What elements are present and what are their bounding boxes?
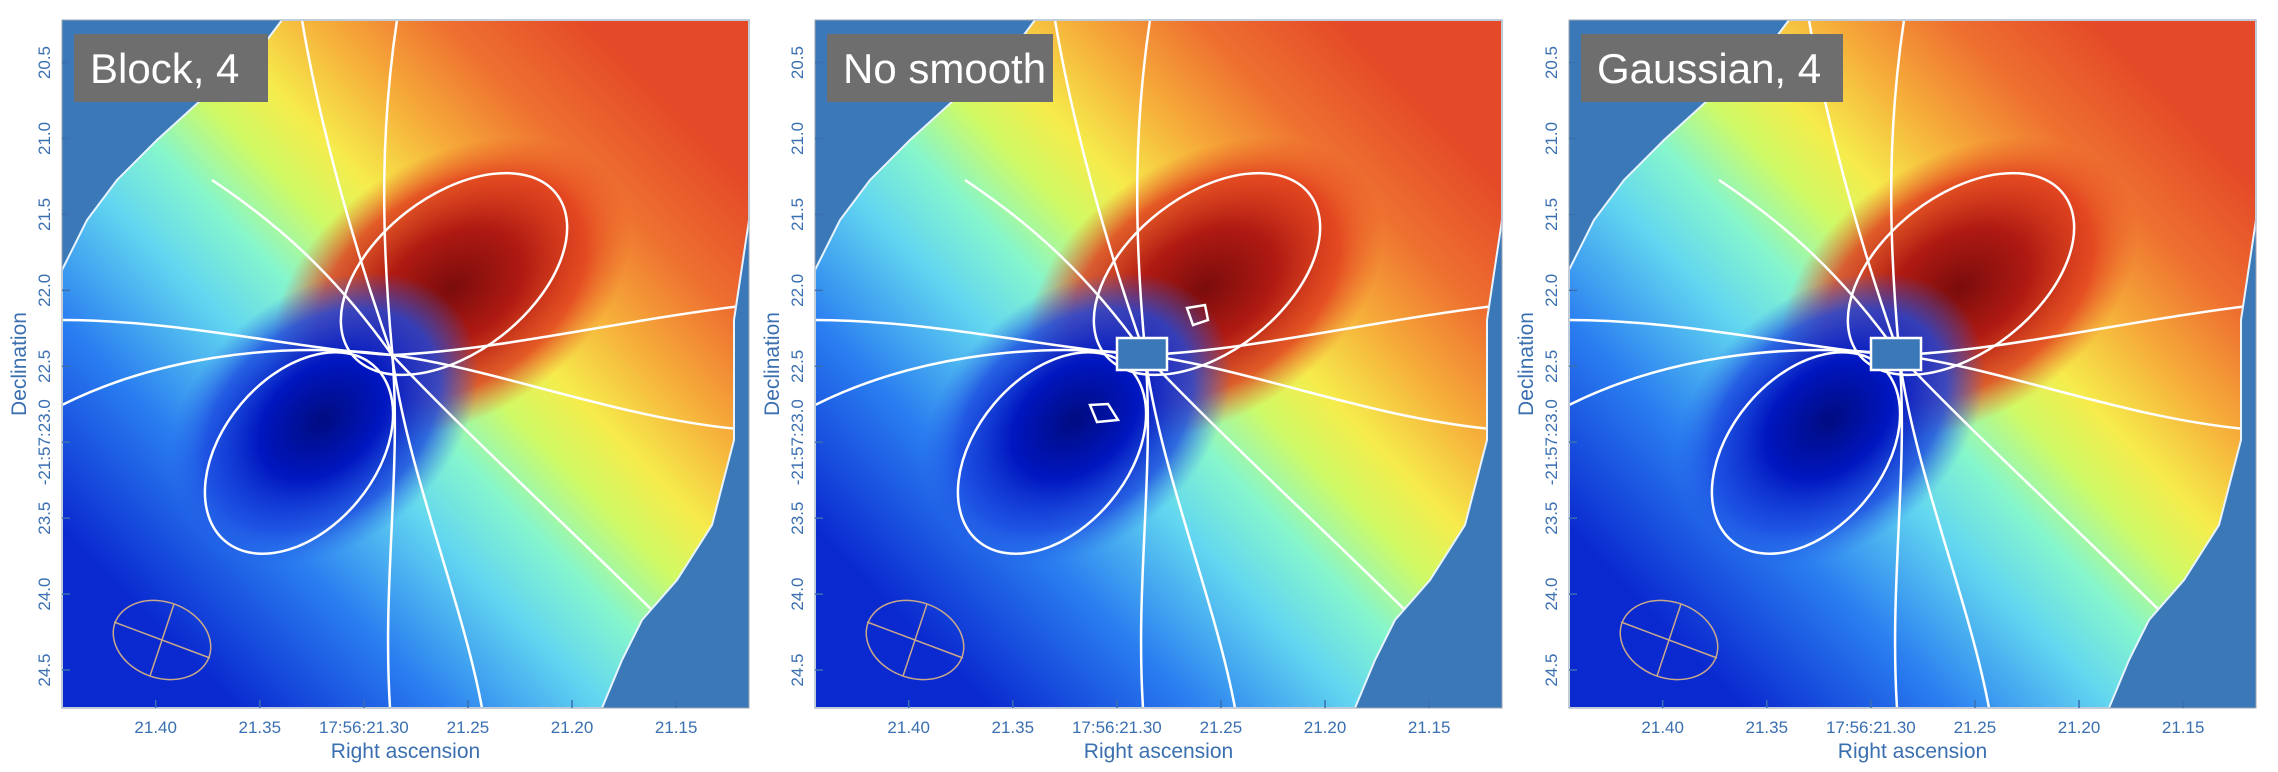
y-tick-label: 24.5 (1542, 653, 1561, 686)
y-tick-label: 21.0 (35, 122, 54, 155)
y-tick-label: 22.0 (788, 274, 807, 307)
contour-island-red (1185, 303, 1210, 327)
x-tick-label: 21.35 (238, 718, 281, 737)
y-tick-label: 20.5 (1542, 46, 1561, 79)
panel-1: Block, 4 21.40 21.35 17:56:21.30 21.25 21.20 2… (8, 19, 750, 763)
x-tick-label: 21.15 (655, 718, 698, 737)
y-tick-label: 24.5 (788, 653, 807, 686)
panel-label: Block, 4 (74, 34, 268, 102)
panel-label-box (827, 34, 1053, 102)
y-tick-label: 20.5 (35, 46, 54, 79)
y-tick-label: -21:57:23.0 (788, 399, 807, 485)
beam-ellipse (1619, 599, 1719, 681)
x-tick-label: 21.15 (2162, 718, 2205, 737)
plot-frame (1568, 19, 2257, 709)
plot-frame (814, 19, 1503, 709)
x-tick-label: 21.25 (1200, 718, 1243, 737)
y-tick-label: 22.0 (1542, 274, 1561, 307)
panel-label-box (74, 34, 268, 102)
x-tick-label: 21.25 (1954, 718, 1997, 737)
panel-label: Gaussian, 4 (1581, 34, 1843, 102)
y-tick-label: 20.5 (788, 46, 807, 79)
contour-line-1 (382, 20, 399, 708)
y-tick-label: 22.5 (35, 350, 54, 383)
panel-label-box (1581, 34, 1843, 102)
y-tick-label: 22.5 (788, 350, 807, 383)
contours (62, 20, 749, 708)
x-tick-label: 21.20 (551, 718, 594, 737)
y-tick-label: 24.5 (35, 653, 54, 686)
plot-frame (61, 19, 750, 709)
x-tick-label: 17:56:21.30 (319, 718, 409, 737)
y-tick-label: 24.0 (35, 578, 54, 611)
center-mask (1115, 336, 1169, 372)
x-tick-label: 21.20 (1304, 718, 1347, 737)
panel-3: Gaussian, 4 21.40 21.35 17:56:21.30 21.25 21.… (1515, 19, 2257, 763)
x-tick-label: 21.40 (134, 718, 177, 737)
x-tick-label: 17:56:21.30 (1826, 718, 1916, 737)
y-tick-label: -21:57:23.0 (1542, 399, 1561, 485)
x-axis-title: Right ascension (1838, 740, 1987, 763)
y-tick-label: -21:57:23.0 (35, 399, 54, 485)
contour-line-2 (211, 178, 663, 621)
velocity-field (62, 20, 749, 708)
y-tick-label: 22.5 (1542, 350, 1561, 383)
y-tick-label: 21.0 (1542, 122, 1561, 155)
y-tick-label: 24.0 (788, 578, 807, 611)
contour-island-blue (1088, 402, 1121, 424)
x-tick-label: 21.15 (1408, 718, 1451, 737)
y-tick-label: 21.5 (1542, 198, 1561, 231)
panels-layer: Block, 4 21.40 21.35 17:56:21.30 21.25 21.20 2… (8, 19, 2257, 763)
y-tick-label: 23.5 (35, 502, 54, 535)
panel-label-text: Gaussian, 4 (1597, 45, 1821, 92)
x-tick-label: 21.35 (1745, 718, 1788, 737)
y-axis-title: Declination (761, 312, 784, 416)
panel-label-text: Block, 4 (90, 45, 239, 92)
y-tick-label: 23.5 (788, 502, 807, 535)
x-tick-label: 21.40 (887, 718, 930, 737)
contour-line-5 (300, 20, 484, 708)
contour-blue (203, 351, 395, 555)
y-tick-label: 21.5 (788, 198, 807, 231)
panel-label-text: No smooth (843, 45, 1046, 92)
beam-ellipse (865, 599, 965, 681)
x-tick-label: 21.20 (2058, 718, 2101, 737)
x-tick-label: 21.40 (1641, 718, 1684, 737)
x-tick-label: 21.35 (991, 718, 1034, 737)
center-mask (1869, 336, 1923, 372)
x-tick-label: 17:56:21.30 (1072, 718, 1162, 737)
y-tick-label: 23.5 (1542, 502, 1561, 535)
y-tick-label: 22.0 (35, 274, 54, 307)
x-axis-title: Right ascension (331, 740, 480, 763)
panel-2: No smooth 21.40 21.35 17:56:21.30 21.25 21.20… (761, 19, 1503, 763)
panel-label: No smooth (827, 34, 1053, 102)
y-tick-label: 24.0 (1542, 578, 1561, 611)
x-tick-label: 21.25 (447, 718, 490, 737)
y-tick-label: 21.0 (788, 122, 807, 155)
blueshift-core (165, 272, 479, 568)
beam-ellipse (112, 599, 212, 681)
y-axis-title: Declination (1515, 312, 1538, 416)
x-axis-title: Right ascension (1084, 740, 1233, 763)
y-tick-label: 21.5 (35, 198, 54, 231)
y-axis-title: Declination (8, 312, 31, 416)
